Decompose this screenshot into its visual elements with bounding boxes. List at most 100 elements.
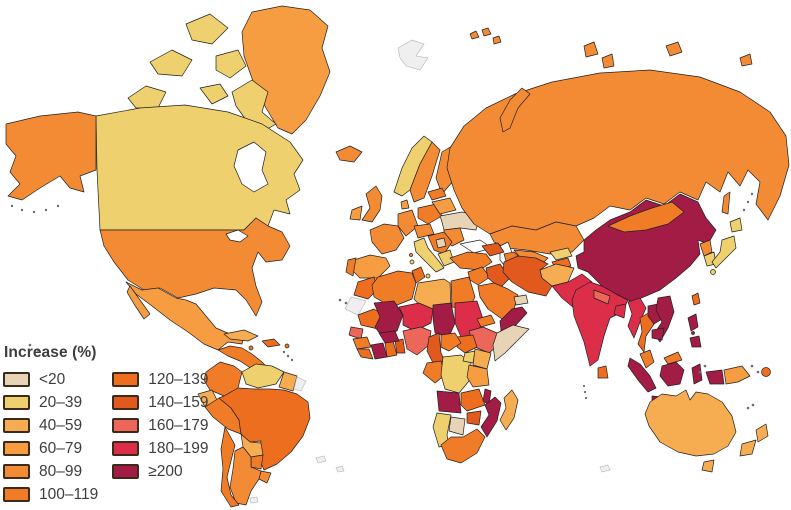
region-french-guiana xyxy=(293,376,307,392)
region-baja-california xyxy=(126,285,151,320)
region-france xyxy=(369,223,405,255)
region-kyrgyzstan xyxy=(549,247,573,261)
hudson-bay xyxy=(233,141,269,193)
legend-label: 100–119 xyxy=(39,485,99,503)
region-canada-arctic xyxy=(149,49,193,77)
legend-swatch-180-199 xyxy=(112,441,140,456)
legend-row: 180–199 xyxy=(112,437,209,460)
legend-swatch-160-179 xyxy=(112,418,140,433)
region-severnaya-zemlya xyxy=(583,41,599,58)
region-mozambique xyxy=(480,396,502,438)
legend-label: <20 xyxy=(39,370,66,388)
region-alaska xyxy=(5,111,97,201)
region-central-europe xyxy=(413,223,435,239)
region-western-sahara xyxy=(344,296,367,316)
region-kyushu xyxy=(710,269,716,275)
no-data-islets xyxy=(315,455,611,473)
legend-row: 100–119 xyxy=(3,483,98,506)
legend-row: 60–79 xyxy=(3,437,98,460)
region-sweden xyxy=(409,141,441,203)
legend-label: 20–39 xyxy=(39,393,83,411)
legend-row: 160–179 xyxy=(112,414,209,437)
region-malaysia-borneo xyxy=(663,351,683,365)
region-hispaniola xyxy=(261,338,281,348)
region-senegal xyxy=(348,326,364,340)
region-nz-south-island xyxy=(739,439,757,457)
region-sulawesi xyxy=(691,363,703,385)
region-honshu xyxy=(711,235,737,269)
region-nepal xyxy=(593,289,611,305)
region-serbia xyxy=(435,237,447,249)
region-franz-josef-land xyxy=(481,27,492,37)
region-sumatra xyxy=(627,357,657,393)
region-franz-josef-land xyxy=(492,35,502,45)
region-united-states xyxy=(99,217,291,317)
region-argentina xyxy=(229,446,262,506)
region-mindanao xyxy=(689,335,702,348)
region-niger xyxy=(398,302,434,332)
region-falkland-islands xyxy=(249,496,259,504)
great-lakes xyxy=(225,229,249,243)
region-baltics xyxy=(427,187,447,201)
region-visayas xyxy=(691,331,695,335)
region-taiwan xyxy=(691,292,701,306)
region-gabon-congo xyxy=(422,360,446,384)
region-kenya xyxy=(472,348,492,370)
legend-row: ≥200 xyxy=(112,460,208,483)
legend-title: Increase (%) xyxy=(4,344,97,361)
legend-swatch-lt20 xyxy=(3,372,30,387)
region-canada-arctic xyxy=(199,83,229,105)
region-baffin-island xyxy=(231,79,277,133)
legend: Increase (%) <20 20–39 40–59 60–79 80–99… xyxy=(3,344,209,506)
region-central-african-republic xyxy=(440,332,462,352)
region-new-siberian-islands xyxy=(665,41,683,57)
region-wrangel-island xyxy=(739,53,753,67)
region-brazil xyxy=(218,387,311,471)
region-tunisia xyxy=(411,266,426,284)
region-russia xyxy=(446,69,790,235)
region-tanzania xyxy=(466,364,490,388)
region-germany xyxy=(397,209,419,237)
legend-label: 120–139 xyxy=(148,370,209,388)
legend-label: 180–199 xyxy=(148,439,209,457)
legend-row: 80–99 xyxy=(3,460,98,483)
region-ireland xyxy=(349,205,363,221)
region-caucasus xyxy=(481,242,505,257)
legend-label: 160–179 xyxy=(148,416,209,434)
region-guyana-suriname xyxy=(278,371,298,392)
region-somalia xyxy=(492,324,530,362)
legend-label: 40–59 xyxy=(39,416,83,434)
region-zimbabwe xyxy=(466,410,482,426)
region-turkey xyxy=(449,251,493,271)
region-hokkaido xyxy=(729,217,743,233)
region-franz-josef-land xyxy=(469,30,480,40)
legend-swatch-ge200 xyxy=(112,464,140,479)
region-papua-new-guinea xyxy=(723,365,751,385)
region-chile xyxy=(220,426,240,508)
region-bangladesh xyxy=(613,303,627,319)
region-portugal xyxy=(345,257,357,277)
region-fiji xyxy=(761,367,771,377)
legend-column-2: 120–139 140–159 160–179 180–199 ≥200 xyxy=(112,368,209,506)
region-ivory-coast xyxy=(370,342,388,360)
region-italy xyxy=(413,237,445,273)
region-borneo xyxy=(659,361,685,387)
region-north-korea xyxy=(699,239,713,257)
legend-label: 140–159 xyxy=(148,393,209,411)
region-burkina-faso xyxy=(378,330,400,344)
region-venezuela xyxy=(241,363,285,389)
legend-row: <20 xyxy=(3,368,98,391)
region-sierra-leone-liberia xyxy=(356,348,374,360)
region-morocco xyxy=(353,276,379,300)
region-cambodia xyxy=(651,327,665,341)
region-cuba xyxy=(223,329,259,342)
region-benin-togo xyxy=(394,338,406,354)
region-sicily xyxy=(425,273,431,279)
region-angola xyxy=(436,390,462,414)
legend-swatch-60-79 xyxy=(3,441,30,456)
region-mongolia xyxy=(607,201,685,233)
region-algeria xyxy=(371,270,417,308)
region-puerto-rico xyxy=(284,343,290,349)
region-canada-arctic xyxy=(127,85,167,109)
region-china xyxy=(575,193,717,303)
